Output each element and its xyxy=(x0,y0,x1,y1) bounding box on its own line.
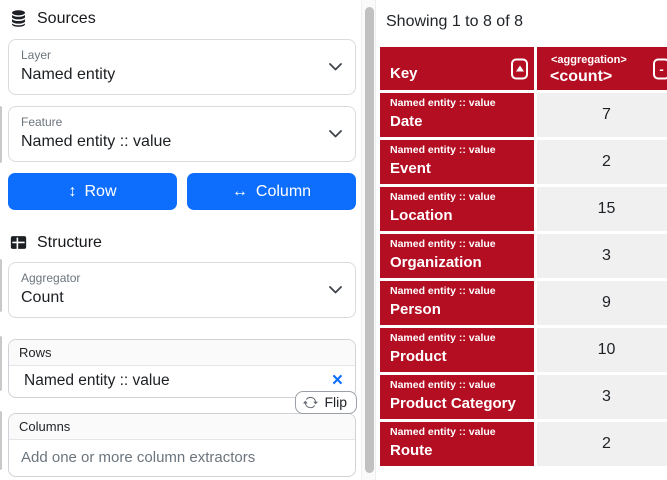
flip-button[interactable]: Flip xyxy=(295,391,357,414)
key-cell: Named entity :: value Person xyxy=(380,281,534,325)
feature-label: Feature xyxy=(21,115,63,129)
key-cell-name: Route xyxy=(390,442,433,459)
structure-section-title: Structure xyxy=(10,233,356,252)
remove-extractor-icon[interactable]: × xyxy=(331,370,343,391)
key-cell-subtitle: Named entity :: value xyxy=(390,191,496,203)
add-as-row-button[interactable]: ↕ Row xyxy=(8,173,177,210)
results-panel: Showing 1 to 8 of 8 Key <aggregation> <c… xyxy=(377,0,667,480)
count-column-header[interactable]: <aggregation> <count> - xyxy=(537,47,667,90)
key-cell-name: Product Category xyxy=(390,395,516,412)
key-cell: Named entity :: value Organization xyxy=(380,234,534,278)
table-row: Named entity :: value Location 15 xyxy=(380,187,667,231)
feature-value: Named entity :: value xyxy=(21,133,172,150)
count-cell: 3 xyxy=(537,375,667,419)
table-row: Named entity :: value Organization 3 xyxy=(380,234,667,278)
sources-title-label: Sources xyxy=(37,9,96,27)
key-cell: Named entity :: value Location xyxy=(380,187,534,231)
clipped-panel-edge xyxy=(0,336,2,391)
clipped-panel-edge xyxy=(0,411,2,470)
chevron-down-icon xyxy=(329,63,342,71)
clipped-panel-edge xyxy=(0,259,2,312)
count-cell: 3 xyxy=(537,234,667,278)
key-cell-name: Date xyxy=(390,113,423,130)
sources-section-title: Sources xyxy=(10,9,356,28)
columns-placeholder-text: Add one or more column extractors xyxy=(21,449,256,466)
sort-ascending-icon xyxy=(515,65,524,72)
table-row: Named entity :: value Route 2 xyxy=(380,422,667,466)
key-cell-subtitle: Named entity :: value xyxy=(390,379,496,391)
rows-panel-header: Rows xyxy=(9,340,355,366)
count-cell: 2 xyxy=(537,140,667,184)
table-row: Named entity :: value Event 2 xyxy=(380,140,667,184)
key-cell-name: Location xyxy=(390,207,453,224)
row-extractor-label: Named entity :: value xyxy=(24,372,170,389)
table-row: Named entity :: value Product Category 3 xyxy=(380,375,667,419)
aggregator-value: Count xyxy=(21,289,64,306)
aggregation-results-table: Key <aggregation> <count> - Named entity… xyxy=(377,44,667,469)
key-cell: Named entity :: value Route xyxy=(380,422,534,466)
row-extractor-item: Named entity :: value × xyxy=(9,366,355,397)
table-icon xyxy=(10,234,27,251)
count-cell: 2 xyxy=(537,422,667,466)
configuration-panel: Sources Layer Named entity Feature Named… xyxy=(0,9,357,477)
layer-select[interactable]: Layer Named entity xyxy=(8,39,356,95)
key-cell-subtitle: Named entity :: value xyxy=(390,97,496,109)
feature-select[interactable]: Feature Named entity :: value xyxy=(8,106,356,162)
key-cell-name: Person xyxy=(390,301,441,318)
key-cell-subtitle: Named entity :: value xyxy=(390,285,496,297)
key-column-header[interactable]: Key xyxy=(380,47,534,90)
count-cell: 9 xyxy=(537,281,667,325)
results-count-status: Showing 1 to 8 of 8 xyxy=(386,13,523,30)
rows-extractor-panel: Rows Named entity :: value × xyxy=(8,339,356,398)
table-header-row: Key <aggregation> <count> - xyxy=(380,47,667,90)
key-cell-subtitle: Named entity :: value xyxy=(390,332,496,344)
up-down-arrow-icon: ↕ xyxy=(68,182,77,200)
columns-extractor-panel: Columns Add one or more column extractor… xyxy=(8,413,356,477)
key-cell: Named entity :: value Product Category xyxy=(380,375,534,419)
layer-label: Layer xyxy=(21,48,52,62)
aggregator-select[interactable]: Aggregator Count xyxy=(8,262,356,318)
scrollbar-thumb[interactable] xyxy=(365,7,374,473)
key-cell: Named entity :: value Product xyxy=(380,328,534,372)
flip-button-label: Flip xyxy=(324,394,347,410)
database-icon xyxy=(10,10,27,27)
row-button-label: Row xyxy=(84,182,117,200)
key-cell-name: Product xyxy=(390,348,447,365)
count-cell: 7 xyxy=(537,93,667,137)
table-row: Named entity :: value Date 7 xyxy=(380,93,667,137)
key-cell-subtitle: Named entity :: value xyxy=(390,144,496,156)
key-cell-name: Event xyxy=(390,160,431,177)
columns-panel-header: Columns xyxy=(9,414,355,440)
results-table-body: Named entity :: value Date 7 Named entit… xyxy=(380,93,667,466)
key-cell: Named entity :: value Date xyxy=(380,93,534,137)
aggregation-header-label: <aggregation> xyxy=(551,53,627,66)
key-cell-name: Organization xyxy=(390,254,482,271)
key-header-label: Key xyxy=(390,65,418,82)
chevron-down-icon xyxy=(329,286,342,294)
count-header-label: <count> xyxy=(550,67,613,85)
table-row: Named entity :: value Product 10 xyxy=(380,328,667,372)
sort-ascending-button[interactable] xyxy=(511,58,528,79)
sort-none-button[interactable]: - xyxy=(653,58,667,79)
add-as-column-button[interactable]: ↔ Column xyxy=(187,173,356,210)
count-cell: 10 xyxy=(537,328,667,372)
chevron-down-icon xyxy=(329,130,342,138)
key-cell-subtitle: Named entity :: value xyxy=(390,426,496,438)
aggregator-label: Aggregator xyxy=(21,271,81,285)
key-cell-subtitle: Named entity :: value xyxy=(390,238,496,250)
table-row: Named entity :: value Person 9 xyxy=(380,281,667,325)
sort-none-icon: - xyxy=(659,61,664,76)
key-cell: Named entity :: value Event xyxy=(380,140,534,184)
left-right-arrow-icon: ↔ xyxy=(231,182,248,200)
count-cell: 15 xyxy=(537,187,667,231)
vertical-scrollbar xyxy=(361,0,376,480)
layer-value: Named entity xyxy=(21,66,116,83)
column-button-label: Column xyxy=(255,182,312,200)
flip-icon xyxy=(303,395,319,410)
structure-title-label: Structure xyxy=(37,233,102,251)
clipped-panel-edge xyxy=(0,106,2,163)
add-as-button-group: ↕ Row ↔ Column xyxy=(8,173,356,210)
